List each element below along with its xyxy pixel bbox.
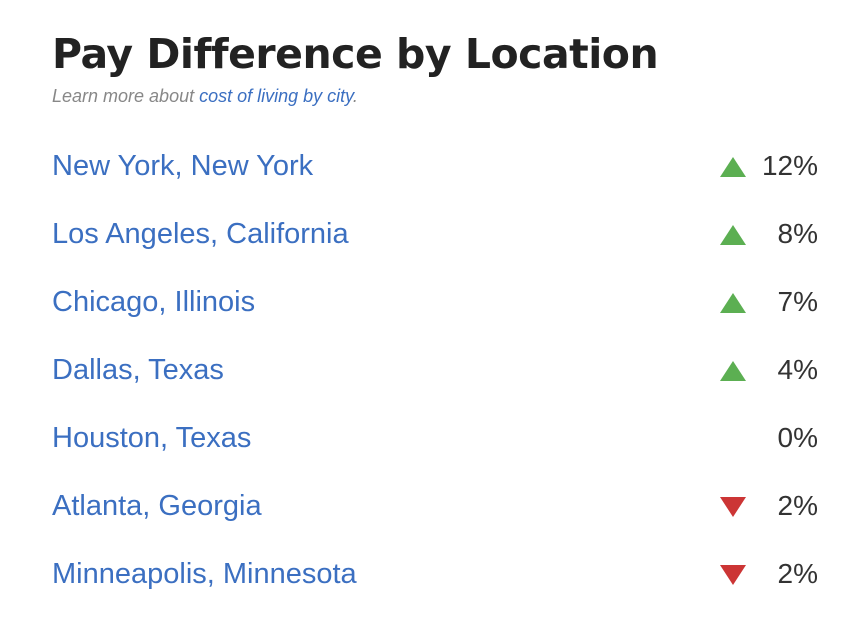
pay-change-value: 2% [777, 558, 818, 589]
pay-change: 2% [718, 552, 822, 596]
city-link[interactable]: Los Angeles, California [52, 218, 349, 250]
arrow-up-icon [720, 157, 746, 177]
pay-change-value: 8% [777, 218, 818, 249]
city-link[interactable]: Minneapolis, Minnesota [52, 558, 357, 590]
list-item: Dallas, Texas 4% [52, 348, 822, 416]
arrow-up-icon [720, 225, 746, 245]
pay-change-value: 4% [777, 354, 818, 385]
list-item: New York, New York 12% [52, 144, 822, 212]
pay-difference-widget: Pay Difference by Location Learn more ab… [52, 24, 822, 620]
list-item: Los Angeles, California 8% [52, 212, 822, 280]
list-item: Minneapolis, Minnesota 2% [52, 552, 822, 620]
widget-title: Pay Difference by Location [52, 30, 659, 78]
city-link[interactable]: Atlanta, Georgia [52, 490, 262, 522]
pay-change-value: 2% [777, 490, 818, 521]
arrow-down-icon [720, 497, 746, 517]
location-list: New York, New York 12% Los Angeles, Cali… [52, 144, 822, 620]
cost-of-living-link[interactable]: cost of living by city [199, 86, 353, 106]
pay-change: 4% [718, 348, 822, 392]
subtitle-suffix: . [352, 86, 358, 106]
arrow-down-icon [720, 565, 746, 585]
subtitle-prefix: Learn more about [52, 86, 200, 106]
pay-change: 2% [718, 484, 822, 528]
list-item: Chicago, Illinois 7% [52, 280, 822, 348]
pay-change: 7% [718, 280, 822, 324]
pay-change: 12% [718, 144, 822, 188]
widget-subtitle: Learn more about cost of living by city. [52, 84, 822, 108]
list-item: Houston, Texas 0% [52, 416, 822, 484]
arrow-up-icon [720, 361, 746, 381]
city-link[interactable]: New York, New York [52, 150, 314, 182]
pay-change: 8% [718, 212, 822, 256]
pay-change-value: 12% [761, 150, 818, 181]
arrow-up-icon [720, 293, 746, 313]
pay-change-value: 7% [777, 286, 818, 317]
arrow-icon [720, 429, 746, 449]
city-link[interactable]: Houston, Texas [52, 422, 252, 454]
pay-change: 0% [718, 416, 822, 460]
pay-change-value: 0% [777, 422, 818, 453]
city-link[interactable]: Chicago, Illinois [52, 286, 256, 318]
list-item: Atlanta, Georgia 2% [52, 484, 822, 552]
city-link[interactable]: Dallas, Texas [52, 354, 224, 386]
